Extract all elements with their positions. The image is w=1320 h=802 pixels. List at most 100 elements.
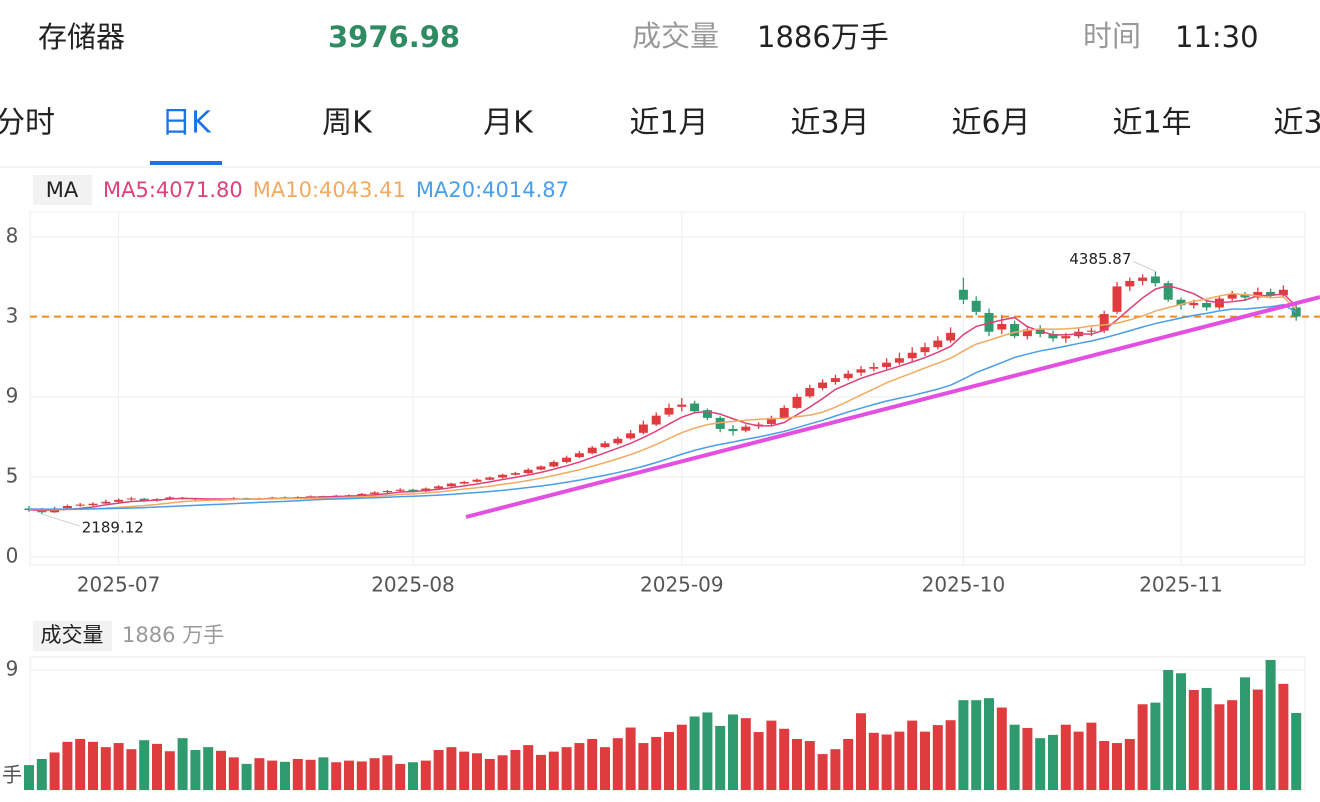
- candle-body: [1266, 291, 1276, 296]
- candle-body: [805, 388, 815, 397]
- volume-bar: [907, 720, 918, 790]
- volume-bar: [1099, 741, 1110, 790]
- volume-bar: [689, 716, 700, 790]
- volume-bar: [344, 760, 354, 790]
- candle-body: [715, 417, 725, 429]
- candle-body: [869, 367, 879, 369]
- tab[interactable]: 分时: [0, 106, 55, 141]
- tab[interactable]: 近3年: [1273, 106, 1320, 141]
- volume-bar: [1163, 669, 1174, 790]
- candle-body: [472, 479, 482, 482]
- volume-bar: [868, 732, 879, 790]
- candle-body: [677, 404, 687, 407]
- volume-bar: [625, 727, 636, 790]
- volume-bar: [523, 745, 534, 790]
- volume-bar: [548, 751, 559, 790]
- volume-bar: [766, 720, 777, 790]
- volume-bar: [164, 751, 175, 790]
- plot-frame: [29, 211, 1306, 566]
- candle-body: [510, 473, 520, 475]
- legend-entry: MA20:4014.87: [416, 178, 569, 202]
- candle-body: [1125, 280, 1135, 287]
- trend-line: [465, 295, 1320, 519]
- candle-body: [843, 373, 853, 379]
- volume-bar: [996, 707, 1007, 790]
- volume-bar: [932, 725, 943, 790]
- candle-body: [792, 396, 802, 408]
- tab[interactable]: 近1年: [1112, 106, 1191, 141]
- volume-bar: [587, 738, 598, 790]
- tab[interactable]: 近3月: [790, 106, 869, 141]
- tab[interactable]: 周K: [322, 106, 373, 141]
- volume-tick-label: 9: [6, 657, 19, 681]
- x-tick-label: 2025-08: [371, 573, 455, 597]
- candle-body: [907, 352, 917, 359]
- volume-bar: [1150, 702, 1161, 790]
- volume-bar: [280, 761, 290, 790]
- time-value: 11:30: [1175, 20, 1259, 54]
- volume-bar: [190, 749, 201, 790]
- candle-body: [613, 438, 623, 444]
- candle-body: [690, 403, 700, 412]
- volume-bar: [75, 738, 86, 790]
- candle-body: [894, 358, 904, 363]
- candle-body: [1010, 323, 1020, 337]
- volume-bar: [1201, 687, 1212, 790]
- volume-bar: [433, 749, 444, 790]
- volume-bar: [472, 753, 482, 790]
- volume-bar: [1035, 738, 1046, 790]
- candle-body: [101, 501, 111, 504]
- high-label: 4385.87: [1069, 250, 1131, 268]
- tab[interactable]: 近1月: [629, 106, 708, 141]
- volume-bar: [612, 738, 623, 790]
- volume-bar: [753, 732, 764, 790]
- volume-bar: [1252, 689, 1263, 790]
- legend-entry: MA10:4043.41: [253, 178, 406, 202]
- candle-body: [549, 462, 559, 467]
- volume-bar: [356, 761, 367, 790]
- volume-bar: [740, 718, 751, 790]
- candle-body: [75, 504, 85, 506]
- candle-body: [459, 481, 469, 484]
- volume-bar: [88, 741, 98, 790]
- volume-bar: [792, 738, 802, 790]
- volume-bar: [1265, 659, 1276, 790]
- candle-body: [1061, 336, 1071, 339]
- volume-bar: [292, 758, 303, 790]
- volume-bar: [1227, 700, 1238, 790]
- price: 3976.98: [328, 20, 460, 54]
- volume-bar: [420, 760, 431, 790]
- candle-body: [997, 323, 1007, 330]
- volume-bar: [715, 725, 726, 790]
- y-tick-label: 5: [6, 464, 19, 488]
- candle-body: [1227, 294, 1237, 299]
- volume-bar: [1009, 724, 1020, 790]
- candle-body: [920, 347, 930, 353]
- candle-body: [62, 506, 72, 509]
- candle-body: [485, 477, 495, 480]
- candle-body: [856, 369, 866, 373]
- tab[interactable]: 近6月: [951, 106, 1030, 141]
- volume-bar: [1124, 738, 1135, 790]
- volume-bar: [1240, 677, 1250, 790]
- volume-bar: [1137, 704, 1148, 790]
- indicator-name[interactable]: MA: [46, 178, 79, 202]
- ma-line: [28, 303, 1297, 510]
- indicator-box[interactable]: [33, 175, 92, 205]
- candle-body: [1189, 303, 1199, 306]
- volume-bar: [395, 763, 406, 790]
- y-tick-label: 0: [6, 544, 19, 568]
- volume-bar: [945, 720, 956, 790]
- candle-body: [126, 498, 136, 500]
- volume-bar: [254, 758, 265, 790]
- volume-bar: [600, 747, 610, 790]
- candle-body: [139, 498, 149, 501]
- tab[interactable]: 日K: [161, 106, 212, 141]
- candle-body: [830, 378, 840, 382]
- tab[interactable]: 月K: [483, 106, 534, 141]
- ma-line: [28, 292, 1297, 511]
- volume-bar: [408, 762, 418, 790]
- candle-body: [357, 493, 367, 496]
- volume-bar: [497, 755, 508, 790]
